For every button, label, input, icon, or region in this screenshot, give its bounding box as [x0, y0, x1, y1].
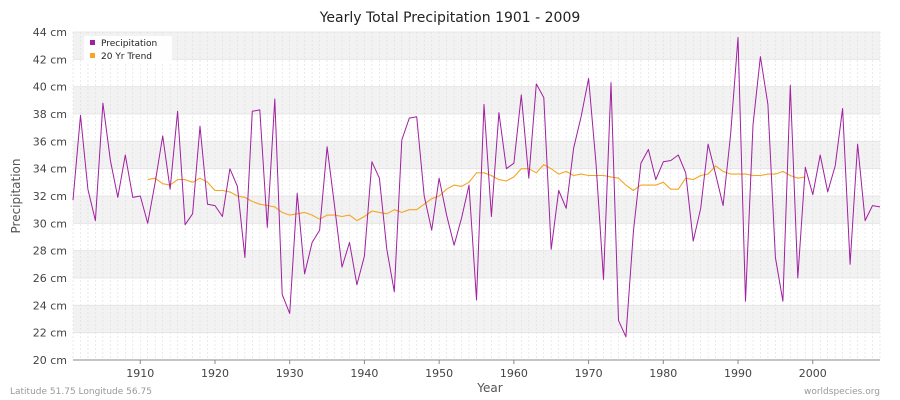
y-tick-label: 24 cm [33, 299, 67, 312]
x-tick-label: 1920 [201, 367, 229, 380]
y-tick-label: 40 cm [33, 81, 67, 94]
x-tick-label: 1990 [724, 367, 752, 380]
x-axis-ticks: 1910 1920 1930 1940 1950 1960 1970 1980 1990 2000 [126, 360, 827, 380]
y-tick-label: 28 cm [33, 245, 67, 258]
series-layer [72, 37, 881, 338]
legend-box [84, 36, 172, 64]
trend-line [147, 164, 806, 222]
y-axis-ticks: 20 cm 22 cm 24 cm 26 cm 28 cm 30 cm 32 cm 34 cm… [33, 26, 67, 367]
y-tick-label: 44 cm [33, 26, 67, 39]
x-tick-label: 1960 [500, 367, 528, 380]
legend-label-trend: 20 Yr Trend [101, 52, 152, 62]
x-tick-label: 1940 [350, 367, 378, 380]
legend-swatch-trend [90, 53, 95, 58]
x-tick-label: 2000 [799, 367, 827, 380]
chart-title: Yearly Total Precipitation 1901 - 2009 [319, 10, 581, 26]
x-tick-label: 1970 [575, 367, 603, 380]
legend-swatch-precipitation [90, 40, 95, 45]
x-tick-label: 1930 [276, 367, 304, 380]
legend: Precipitation 20 Yr Trend [84, 36, 172, 64]
y-tick-label: 26 cm [33, 272, 67, 285]
y-tick-label: 36 cm [33, 135, 67, 148]
x-axis-label: Year [476, 381, 502, 395]
x-tick-label: 1950 [425, 367, 453, 380]
y-tick-label: 42 cm [33, 53, 67, 66]
precipitation-line [72, 37, 881, 338]
x-tick-label: 1910 [126, 367, 154, 380]
y-tick-label: 34 cm [33, 163, 67, 176]
x-tick-label: 1980 [649, 367, 677, 380]
y-tick-label: 30 cm [33, 217, 67, 230]
legend-label-precipitation: Precipitation [101, 39, 157, 49]
footer-source: worldspecies.org [804, 387, 880, 397]
y-tick-label: 22 cm [33, 327, 67, 340]
y-tick-label: 32 cm [33, 190, 67, 203]
y-axis-label: Precipitation [9, 158, 23, 233]
footer-location: Latitude 51.75 Longitude 56.75 [10, 387, 152, 397]
grid-lines [72, 31, 881, 361]
y-tick-label: 20 cm [33, 354, 67, 367]
y-tick-label: 38 cm [33, 108, 67, 121]
